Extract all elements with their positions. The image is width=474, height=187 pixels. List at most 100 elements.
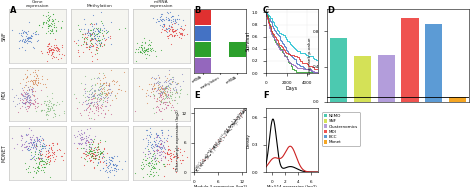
Point <box>87 152 95 155</box>
Point <box>163 95 170 98</box>
Point <box>77 138 85 141</box>
Point <box>38 159 46 162</box>
Point <box>91 154 99 157</box>
Point <box>34 169 42 172</box>
Point <box>106 170 114 173</box>
Point <box>138 51 146 54</box>
Point <box>164 149 172 152</box>
Point <box>91 90 99 93</box>
Point <box>152 148 160 151</box>
Point <box>122 160 129 163</box>
Point <box>17 97 24 100</box>
Point <box>92 26 100 29</box>
Point <box>147 168 155 171</box>
Point <box>201 160 208 163</box>
Point <box>210 145 218 148</box>
Point <box>90 35 98 38</box>
Point <box>46 47 53 50</box>
Point <box>199 161 207 164</box>
Point <box>18 39 26 42</box>
Point <box>89 45 97 48</box>
Point <box>38 147 46 150</box>
Point <box>27 101 35 104</box>
Point <box>87 38 95 41</box>
Point <box>25 39 32 42</box>
Point <box>199 161 206 164</box>
Point <box>82 141 89 144</box>
Point <box>100 27 108 30</box>
Point <box>156 109 164 112</box>
Point <box>91 34 99 37</box>
Point <box>48 52 56 55</box>
Point <box>21 102 29 105</box>
Point <box>48 20 56 23</box>
Point <box>94 104 101 107</box>
Point <box>50 160 58 163</box>
Point <box>33 137 41 140</box>
Point <box>18 100 26 103</box>
Point <box>155 76 163 79</box>
Point <box>154 85 162 88</box>
Point <box>239 112 247 115</box>
Point <box>109 79 117 82</box>
Point <box>87 88 95 91</box>
Point <box>18 86 26 89</box>
Point <box>151 156 159 159</box>
Point <box>139 138 147 141</box>
Point <box>140 47 148 50</box>
Point <box>168 92 175 95</box>
Point <box>22 144 29 147</box>
Point <box>29 31 37 34</box>
Point <box>96 44 103 47</box>
Point <box>35 158 43 161</box>
Point <box>32 109 40 112</box>
Point <box>54 49 61 52</box>
Point <box>233 118 240 121</box>
Point <box>46 46 54 49</box>
Point <box>44 26 52 29</box>
Point <box>47 148 55 151</box>
Point <box>76 134 84 137</box>
Point <box>103 88 110 91</box>
Point <box>75 142 83 145</box>
Point <box>198 163 205 166</box>
Point <box>207 150 214 153</box>
Point <box>80 32 87 35</box>
Point <box>96 91 104 94</box>
Point <box>192 166 200 169</box>
Point <box>239 108 247 111</box>
Point <box>108 160 115 163</box>
Point <box>104 176 112 179</box>
Point <box>33 84 41 87</box>
Point <box>103 93 110 96</box>
Point <box>152 132 159 135</box>
Point <box>104 88 111 91</box>
Point <box>80 40 88 43</box>
Point <box>105 83 112 86</box>
Point <box>242 107 250 110</box>
Point <box>167 154 174 157</box>
Point <box>228 128 235 131</box>
Point <box>161 28 168 31</box>
Point <box>172 88 180 91</box>
Point <box>28 87 36 90</box>
Point <box>136 50 144 53</box>
Point <box>161 107 168 110</box>
Point <box>150 97 158 100</box>
Point <box>106 162 114 165</box>
Point <box>166 91 174 94</box>
Point <box>193 169 201 172</box>
Point <box>91 37 99 40</box>
Point <box>23 132 30 135</box>
Point <box>169 19 176 22</box>
Point <box>43 153 50 156</box>
Point <box>17 134 25 137</box>
Point <box>197 163 205 166</box>
Point <box>131 50 139 53</box>
Point <box>199 158 207 161</box>
Point <box>94 114 101 117</box>
Point <box>55 47 63 50</box>
Point <box>84 27 92 30</box>
Point <box>32 72 39 75</box>
Point <box>238 114 246 117</box>
